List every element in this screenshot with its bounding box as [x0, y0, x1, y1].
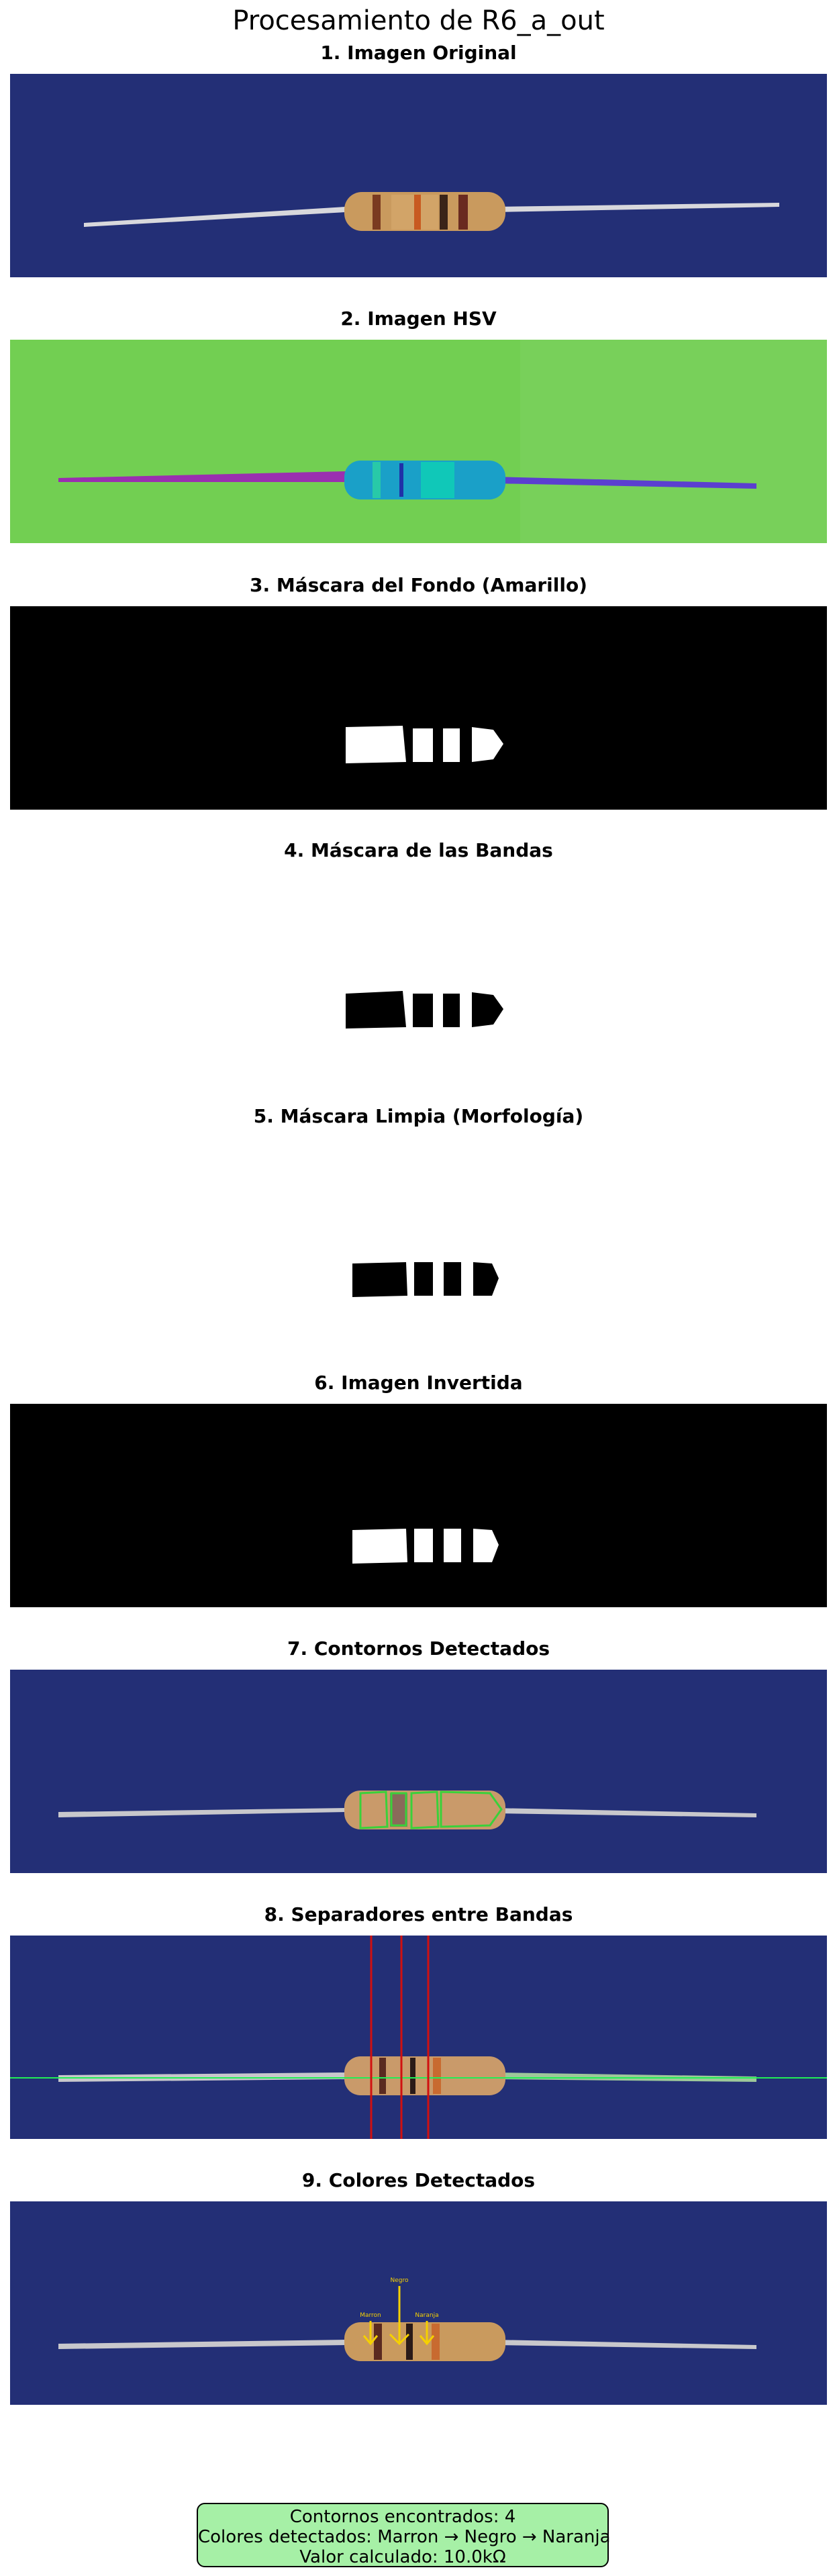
panel-title-background-mask: 3. Máscara del Fondo (Amarillo) — [250, 574, 587, 596]
contours-image-panel — [10, 1670, 827, 1873]
background-mask-panel — [10, 606, 827, 810]
detected-colors-panel: Marron Negro Naranja — [10, 2201, 827, 2405]
summary-colors: Colores detectados: Marron → Negro → Nar… — [198, 2527, 611, 2547]
panel-title-inverted: 6. Imagen Invertida — [314, 1372, 523, 1394]
inverted-image-panel — [10, 1404, 827, 1607]
panel-title-separators: 8. Separadores entre Bandas — [264, 1903, 573, 1925]
panel-title-bands-mask: 4. Máscara de las Bandas — [284, 839, 553, 861]
band-label-3: Naranja — [415, 2312, 438, 2319]
background-mask — [10, 606, 827, 810]
summary-box: Contornos encontrados: 4 Colores detecta… — [197, 2503, 611, 2567]
summary-contours: Contornos encontrados: 4 — [289, 2507, 516, 2527]
bands-mask — [10, 871, 827, 1075]
separators-image-panel — [10, 1936, 827, 2139]
summary-value: Valor calculado: 10.0kΩ — [299, 2547, 506, 2567]
panel-title-clean-mask: 5. Máscara Limpia (Morfología) — [253, 1105, 584, 1127]
hsv-image-panel — [10, 340, 827, 543]
detected-colors-image: Marron Negro Naranja — [10, 2201, 827, 2405]
inverted-image — [10, 1404, 827, 1607]
original-photo — [10, 74, 827, 277]
hsv-image — [10, 340, 827, 543]
separators-image — [10, 1936, 827, 2139]
panel-title-detected-colors: 9. Colores Detectados — [301, 2169, 536, 2191]
panel-title-original: 1. Imagen Original — [320, 42, 517, 64]
panel-title-hsv: 2. Imagen HSV — [340, 307, 497, 330]
band-label-1: Marron — [360, 2312, 381, 2319]
bands-mask-panel — [10, 871, 827, 1075]
figure-title: Procesamiento de R6_a_out — [232, 5, 605, 36]
clean-mask-panel — [10, 1137, 827, 1341]
original-image-panel — [10, 74, 827, 277]
clean-mask — [10, 1137, 827, 1341]
band-label-2: Negro — [391, 2277, 409, 2284]
panel-title-contours: 7. Contornos Detectados — [287, 1637, 550, 1660]
contours-image — [10, 1670, 827, 1873]
